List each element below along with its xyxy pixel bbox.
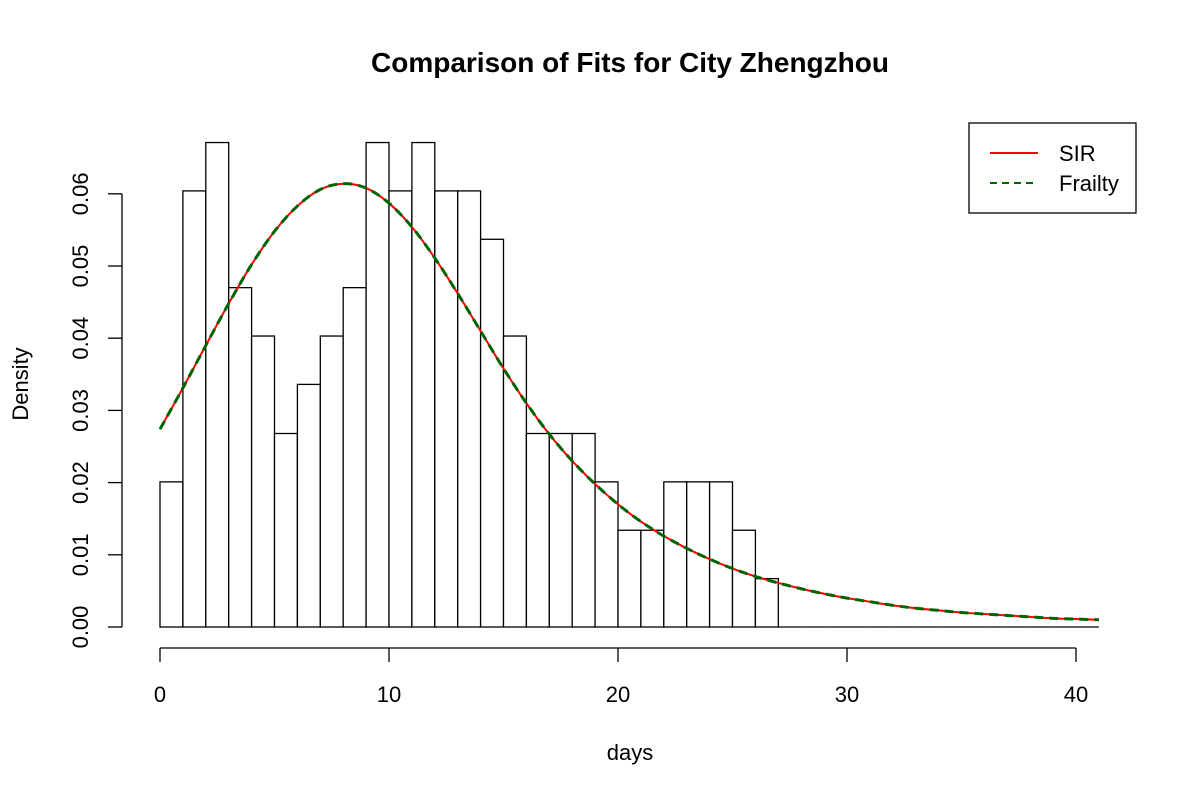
x-tick-label: 10 <box>377 682 401 707</box>
x-tick-label: 0 <box>154 682 166 707</box>
x-tick-label: 40 <box>1064 682 1088 707</box>
x-tick-label: 30 <box>835 682 859 707</box>
histogram-bar <box>365 141 390 628</box>
histogram-bar <box>663 481 688 628</box>
histogram-bar <box>708 481 734 628</box>
y-tick-label: 0.04 <box>68 317 93 360</box>
histogram-bar <box>479 238 505 628</box>
y-tick-label: 0.02 <box>68 461 93 504</box>
histogram-bar <box>205 141 230 628</box>
histogram-bar <box>525 432 550 628</box>
legend-box <box>968 122 1137 214</box>
histogram-bar <box>754 577 779 628</box>
x-axis: 0 10 20 30 40 <box>154 647 1088 707</box>
y-axis: 0.00 0.01 0.02 0.03 0.04 0.05 0.06 <box>68 172 123 649</box>
histogram-bar <box>342 287 367 628</box>
histogram-bar <box>411 141 436 628</box>
histogram-bar <box>571 432 596 628</box>
histogram-bar <box>250 335 276 628</box>
histogram-bar <box>159 481 184 628</box>
y-tick-label: 0.00 <box>68 606 93 649</box>
legend: SIR Frailty <box>968 122 1137 214</box>
histogram-bar <box>548 432 573 628</box>
frailty-curve <box>158 182 1099 622</box>
histogram-bar <box>731 529 757 628</box>
histogram-bar <box>502 335 528 628</box>
y-tick-label: 0.06 <box>68 172 93 215</box>
legend-label-sir: SIR <box>1059 141 1096 166</box>
histogram-bar <box>182 190 207 628</box>
y-tick-label: 0.01 <box>68 533 93 576</box>
histogram-bar <box>319 335 344 628</box>
legend-label-frailty: Frailty <box>1059 171 1119 196</box>
histogram-bars <box>159 141 1099 628</box>
histogram-bar <box>273 432 299 628</box>
histogram-bar <box>640 529 665 628</box>
chart-title: Comparison of Fits for City Zhengzhou <box>371 47 889 78</box>
x-axis-label: days <box>607 740 653 765</box>
y-tick-label: 0.03 <box>68 389 93 432</box>
y-axis-label: Density <box>8 347 33 420</box>
histogram-bar <box>296 383 321 628</box>
x-tick-label: 20 <box>606 682 630 707</box>
histogram-bar <box>434 190 459 628</box>
histogram-bar <box>617 529 642 628</box>
fit-curves <box>158 182 1099 622</box>
histogram-bar <box>228 287 253 628</box>
histogram-bar <box>457 190 482 628</box>
histogram-bar <box>594 481 619 628</box>
y-tick-label: 0.05 <box>68 245 93 288</box>
histogram-bar <box>388 190 413 628</box>
